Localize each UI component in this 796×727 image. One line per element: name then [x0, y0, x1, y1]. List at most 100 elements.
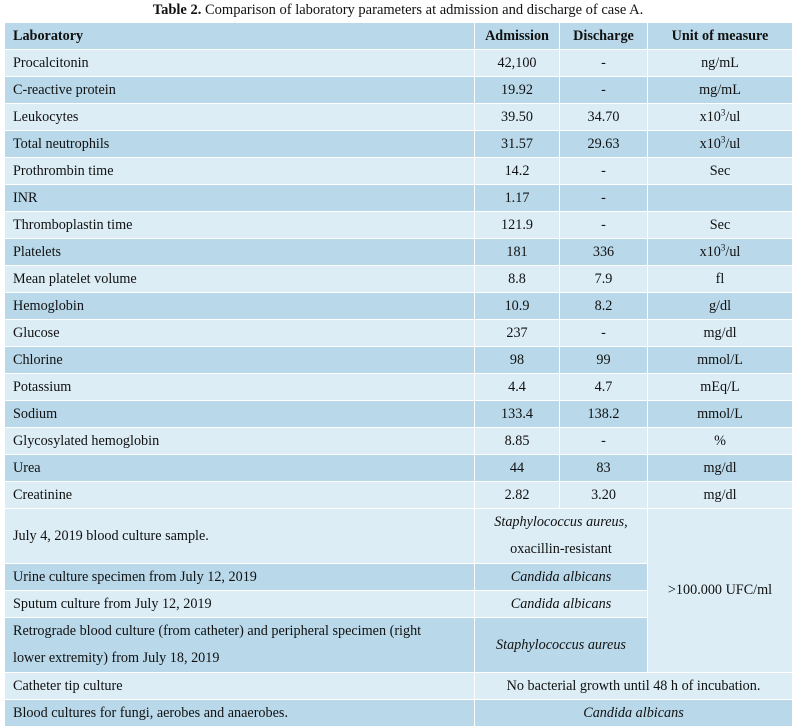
unit-exponent: 3 — [720, 133, 726, 144]
culture-name: Retrograde blood culture (from catheter)… — [4, 617, 475, 673]
cell-unit: Sec — [647, 157, 793, 185]
cell-unit: mmol/L — [647, 346, 793, 374]
unit-base: x10 — [699, 108, 721, 125]
cell-admission: 8.8 — [474, 265, 560, 293]
culture-name-line2: lower extremity) from July 18, 2019 — [13, 650, 220, 666]
cell-admission: 133.4 — [474, 400, 560, 428]
cell-unit: Sec — [647, 211, 793, 239]
cell-admission: 237 — [474, 319, 560, 347]
cell-admission: 121.9 — [474, 211, 560, 239]
caption-label: Table 2. — [152, 2, 202, 18]
table-caption: Table 2. Comparison of laboratory parame… — [0, 0, 796, 22]
table-row: Urea 44 83 mg/dl — [4, 454, 793, 482]
cell-admission: 42,100 — [474, 49, 560, 77]
header-row: Laboratory Admission Discharge Unit of m… — [4, 22, 793, 50]
unit-exponent: 3 — [720, 106, 726, 117]
unit-suffix: /ul — [725, 243, 741, 260]
cell-unit: mg/mL — [647, 76, 793, 104]
table-row: Potassium 4.4 4.7 mEq/L — [4, 373, 793, 401]
header-unit: Unit of measure — [647, 22, 793, 50]
cell-unit: mg/dl — [647, 454, 793, 482]
cell-laboratory: Thromboplastin time — [4, 211, 475, 239]
culture-result: Candida albicans — [474, 590, 648, 618]
caption-text: Comparison of laboratory parameters at a… — [201, 2, 644, 18]
cell-admission: 44 — [474, 454, 560, 482]
cell-laboratory: Urea — [4, 454, 475, 482]
table-row: Mean platelet volume 8.8 7.9 fl — [4, 265, 793, 293]
cell-admission: 98 — [474, 346, 560, 374]
culture-name: Blood cultures for fungi, aerobes and an… — [4, 699, 475, 727]
unit-base: x10 — [699, 135, 721, 152]
table-row: INR 1.17- — [4, 184, 793, 212]
cell-unit: ng/mL — [647, 49, 793, 77]
cell-unit: mg/dl — [647, 481, 793, 509]
cell-discharge: - — [559, 427, 648, 455]
unit-exponent: 3 — [720, 241, 726, 252]
table-row: Glucose 237- mg/dl — [4, 319, 793, 347]
table-row: Leukocytes 39.50 34.70 x103/ul — [4, 103, 793, 131]
cell-discharge: - — [559, 157, 648, 185]
culture-result: Staphylococcus aureus, oxacillin-resista… — [474, 508, 648, 564]
table-row: C-reactive protein 19.92- mg/mL — [4, 76, 793, 104]
culture-result-line1: Staphylococcus aureus, — [494, 514, 628, 530]
cell-unit: mmol/L — [647, 400, 793, 428]
cell-laboratory: Chlorine — [4, 346, 475, 374]
cell-laboratory: Glucose — [4, 319, 475, 347]
cell-admission: 31.57 — [474, 130, 560, 158]
culture-name: July 4, 2019 blood culture sample. — [4, 508, 475, 564]
culture-table-body: July 4, 2019 blood culture sample. Staph… — [4, 508, 793, 727]
table-row: Creatinine 2.82 3.20 mg/dl — [4, 481, 793, 509]
cell-discharge: - — [559, 76, 648, 104]
culture-result: No bacterial growth until 48 h of incuba… — [474, 672, 793, 700]
cell-admission: 8.85 — [474, 427, 560, 455]
cell-laboratory: Sodium — [4, 400, 475, 428]
unit-base: x10 — [699, 243, 721, 260]
cell-unit: x103/ul — [647, 130, 793, 158]
cell-admission: 14.2 — [474, 157, 560, 185]
header-admission: Admission — [474, 22, 560, 50]
lab-parameters-table: Laboratory Admission Discharge Unit of m… — [4, 22, 793, 727]
cell-discharge: 29.63 — [559, 130, 648, 158]
cell-laboratory: Mean platelet volume — [4, 265, 475, 293]
cell-discharge: 336 — [559, 238, 648, 266]
cell-discharge: 34.70 — [559, 103, 648, 131]
culture-name: Urine culture specimen from July 12, 201… — [4, 563, 475, 591]
cell-discharge: - — [559, 319, 648, 347]
cell-discharge: - — [559, 184, 648, 212]
unit-suffix: /ul — [725, 108, 741, 125]
cell-discharge: - — [559, 49, 648, 77]
cell-unit: x103/ul — [647, 238, 793, 266]
cell-laboratory: Procalcitonin — [4, 49, 475, 77]
culture-shared-unit: >100.000 UFC/ml — [647, 508, 793, 673]
culture-name: Sputum culture from July 12, 2019 — [4, 590, 475, 618]
header-discharge: Discharge — [559, 22, 648, 50]
cell-laboratory: Leukocytes — [4, 103, 475, 131]
cell-laboratory: Prothrombin time — [4, 157, 475, 185]
table-row: Prothrombin time 14.2- Sec — [4, 157, 793, 185]
culture-result: Candida albicans — [474, 563, 648, 591]
cell-unit: x103/ul — [647, 103, 793, 131]
culture-row-blood-july4: July 4, 2019 blood culture sample. Staph… — [4, 508, 793, 673]
culture-result: Candida albicans — [474, 699, 793, 727]
cell-laboratory: Platelets — [4, 238, 475, 266]
cell-laboratory: Potassium — [4, 373, 475, 401]
culture-result: Staphylococcus aureus — [474, 617, 648, 673]
table-row: Glycosylated hemoglobin 8.85-% — [4, 427, 793, 455]
table-row: Total neutrophils 31.57 29.63 x103/ul — [4, 130, 793, 158]
culture-row-fungi: Blood cultures for fungi, aerobes and an… — [4, 699, 793, 727]
cell-admission: 1.17 — [474, 184, 560, 212]
culture-name: Catheter tip culture — [4, 672, 475, 700]
cell-unit: % — [647, 427, 793, 455]
table-row: Procalcitonin 42,100- ng/mL — [4, 49, 793, 77]
cell-admission: 2.82 — [474, 481, 560, 509]
cell-laboratory: Creatinine — [4, 481, 475, 509]
cell-discharge: 4.7 — [559, 373, 648, 401]
cell-laboratory: Glycosylated hemoglobin — [4, 427, 475, 455]
table-row: Hemoglobin 10.9 8.2 g/dl — [4, 292, 793, 320]
cell-laboratory: INR — [4, 184, 475, 212]
table-row: Thromboplastin time 121.9- Sec — [4, 211, 793, 239]
table-row: Platelets 181 336 x103/ul — [4, 238, 793, 266]
cell-admission: 19.92 — [474, 76, 560, 104]
cell-unit: fl — [647, 265, 793, 293]
cell-laboratory: Total neutrophils — [4, 130, 475, 158]
